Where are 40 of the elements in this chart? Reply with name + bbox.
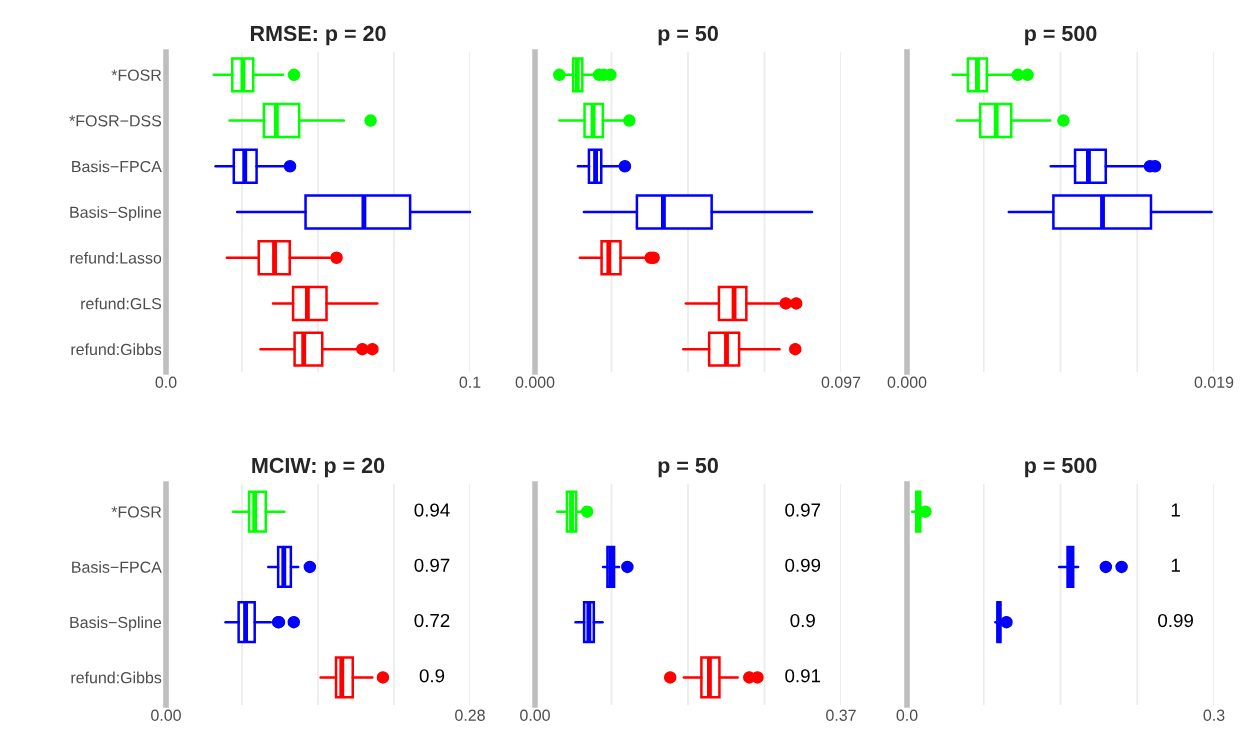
y-tick-label: refund:Gibbs [71,671,162,684]
y-tick-label: Basis−Spline [70,206,162,222]
annotation: 1 [1171,503,1180,517]
annotation: 0.94 [414,503,450,517]
y-tick-label: refund:Lasso [70,251,162,264]
chart-title: p = 500 [1025,457,1097,478]
chart-title: RMSE: p = 20 [250,25,386,46]
y-tick-label: *FOSR [111,69,162,81]
annotation: 0.97 [414,558,450,572]
annotation: 0.9 [419,669,445,683]
x-tick-label: 0.097 [821,376,861,388]
x-tick-label: 0.000 [515,376,555,388]
annotation: 0.99 [1158,613,1193,628]
x-tick-label: 0.1 [459,376,481,388]
y-tick-label: refund:Gibbs [71,343,162,356]
chart-title: MCIW: p = 20 [252,457,385,478]
chart-title: p = 50 [658,25,718,46]
chart-title: p = 50 [658,457,718,478]
annotation: 0.99 [785,558,821,572]
y-tick-label: Basis−Spline [70,616,162,632]
chart-title: p = 500 [1025,25,1097,46]
annotation: 1 [1171,558,1180,572]
x-tick-label: 0.00 [151,709,181,721]
y-tick-label: Basis−FPCA [72,561,162,573]
y-tick-label: Basis−FPCA [72,160,162,173]
x-tick-label: 0.28 [455,709,485,721]
annotation: 0.72 [414,613,450,628]
x-tick-label: 0.000 [887,376,927,388]
x-tick-label: 0.37 [826,709,856,721]
annotation: 0.9 [790,613,815,628]
annotation: 0.97 [785,503,821,517]
x-tick-label: 0.00 [520,709,550,721]
x-tick-label: 0.0 [155,376,177,388]
y-tick-label: *FOSR [111,506,162,518]
x-tick-label: 0.3 [1203,709,1225,721]
x-tick-label: 0.0 [896,709,918,721]
y-tick-label: refund:GLS [81,297,162,310]
x-tick-label: 0.019 [1194,376,1234,388]
annotation: 0.91 [785,669,821,683]
y-tick-label: *FOSR−DSS [69,115,162,127]
